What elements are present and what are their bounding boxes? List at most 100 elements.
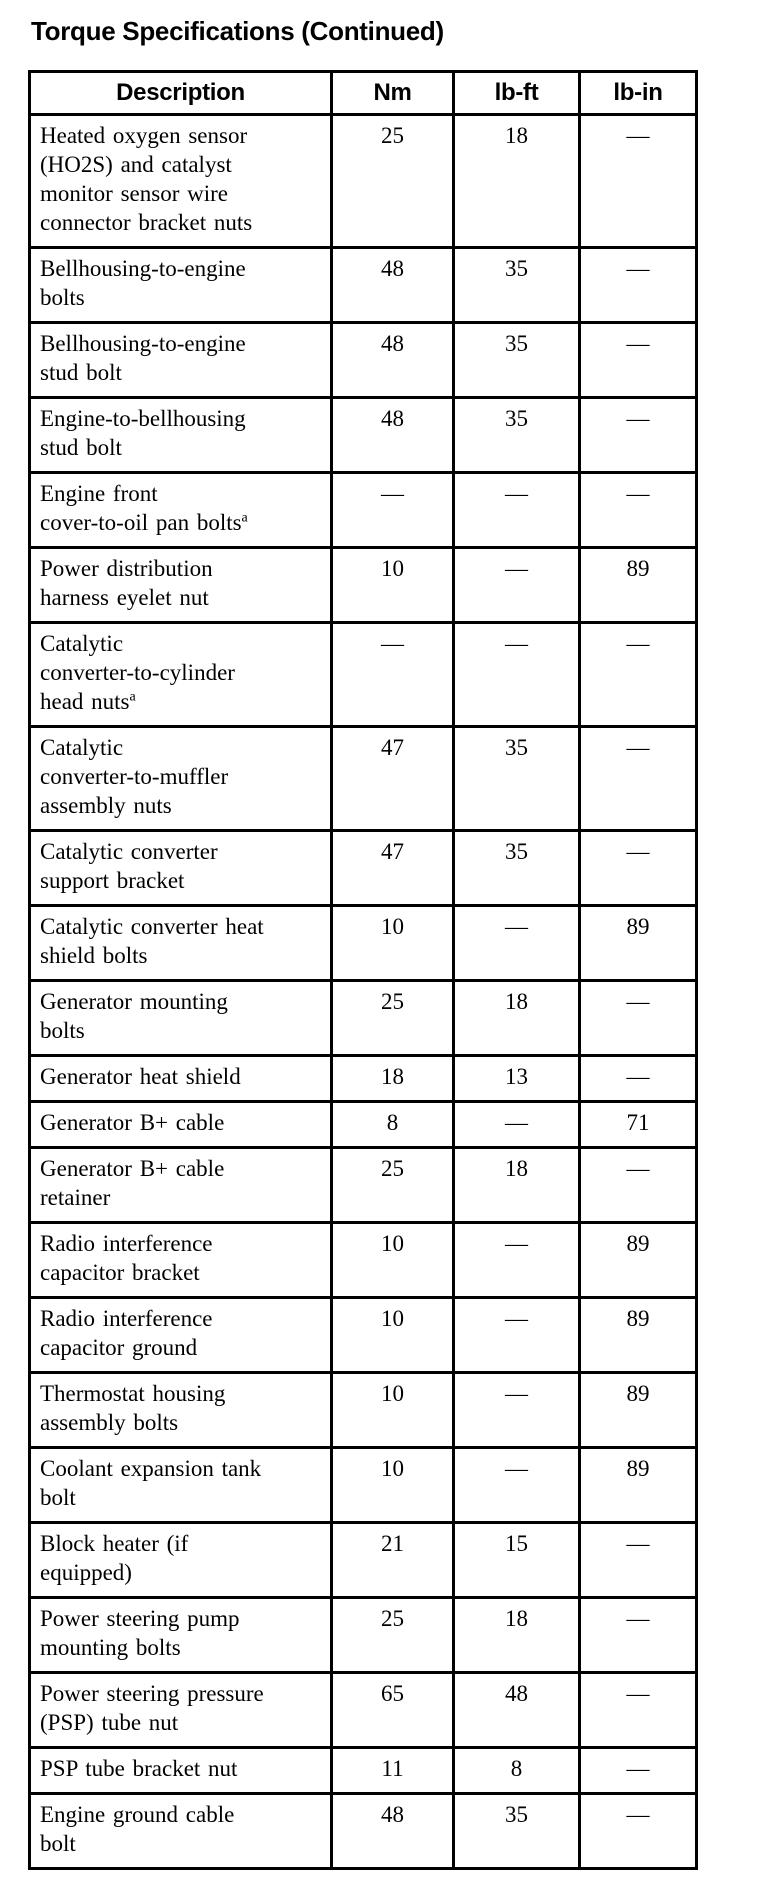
description-cell: Thermostat housing assembly bolts [28,1371,333,1449]
lb-in-value-cell: — [578,829,698,907]
lb-in-value-cell: — [578,396,698,474]
description-cell: Catalytic converter-to-muffler assembly … [28,725,333,832]
table-row: Power distribution harness eyelet nut 10—… [28,546,698,624]
lb-in-value-cell: 89 [578,546,698,624]
table-row: Generator B+ cable retainer 25 18— [28,1146,698,1224]
lb-ft-value-cell: 13 [452,1054,581,1103]
description-cell: Engine-to-bellhousing stud bolt [28,396,333,474]
page-title: Torque Specifications (Continued) [31,16,444,46]
nm-value-cell: 48 [330,246,455,324]
lb-in-value-cell: — [578,471,698,549]
description-cell: Bellhousing-to-engine stud bolt [28,321,333,399]
lb-ft-value-cell: 18 [452,979,581,1057]
lb-in-value-cell: — [578,1054,698,1103]
lb-ft-value-cell: 8 [452,1746,581,1795]
lb-ft-value-cell: 48 [452,1671,581,1749]
nm-value-cell: 8 [330,1100,455,1149]
nm-value-cell: 25 [330,979,455,1057]
lb-ft-value-cell: 18 [452,1146,581,1224]
col-header-lb-in: lb-in [578,70,698,116]
nm-value-cell: 48 [330,396,455,474]
lb-ft-value-cell: 35 [452,396,581,474]
footnote-marker: a [241,510,248,526]
table-row: Engine-to-bellhousing stud bolt 48 35— [28,396,698,474]
lb-ft-value-cell: 15 [452,1521,581,1599]
col-header-lb-ft: lb-ft [452,70,581,116]
description-cell: Block heater (if equipped) [28,1521,333,1599]
lb-in-value-cell: 89 [578,1446,698,1524]
lb-ft-value-cell: 35 [452,246,581,324]
lb-in-value-cell: — [578,246,698,324]
lb-in-value-cell: — [578,1146,698,1224]
table-body: Heated oxygen sensor (HO2S) and catalyst… [28,113,698,1870]
header-row: Description Nm lb-ft lb-in [28,70,698,116]
description-cell: Power distribution harness eyelet nut [28,546,333,624]
table-row: PSP tube bracket nut 11 8— [28,1746,698,1795]
lb-ft-value-cell: — [452,621,581,728]
lb-in-value-cell: — [578,1671,698,1749]
nm-value-cell: 47 [330,829,455,907]
nm-value-cell: 10 [330,1446,455,1524]
table-row: Power steering pressure (PSP) tube nut 65… [28,1671,698,1749]
description-cell: Heated oxygen sensor (HO2S) and catalyst… [28,113,333,249]
table-row: Generator heat shield 18 13— [28,1054,698,1103]
nm-value-cell: 10 [330,904,455,982]
lb-in-value-cell: — [578,1521,698,1599]
nm-value-cell: 11 [330,1746,455,1795]
lb-in-value-cell: — [578,621,698,728]
lb-in-value-cell: — [578,725,698,832]
nm-value-cell: 21 [330,1521,455,1599]
description-cell: Radio interference capacitor bracket [28,1221,333,1299]
description-cell: Bellhousing-to-engine bolts [28,246,333,324]
lb-ft-value-cell: — [452,1100,581,1149]
description-cell: Generator B+ cable retainer [28,1146,333,1224]
description-cell: Engine front cover-to-oil pan boltsa [28,471,333,549]
lb-ft-value-cell: 35 [452,321,581,399]
nm-value-cell: 25 [330,113,455,249]
lb-ft-value-cell: — [452,904,581,982]
lb-in-value-cell: 89 [578,1371,698,1449]
nm-value-cell: 10 [330,546,455,624]
table-row: Bellhousing-to-engine bolts 48 35— [28,246,698,324]
footnote-marker: a [129,689,136,705]
table-row: Thermostat housing assembly bolts 10—89 [28,1371,698,1449]
lb-ft-value-cell: 35 [452,1792,581,1870]
nm-value-cell: — [330,471,455,549]
nm-value-cell: 18 [330,1054,455,1103]
nm-value-cell: 25 [330,1146,455,1224]
lb-ft-value-cell: — [452,1371,581,1449]
table-row: Power steering pump mounting bolts 25 18— [28,1596,698,1674]
description-cell: Radio interference capacitor ground [28,1296,333,1374]
description-cell: Generator B+ cable [28,1100,333,1149]
nm-value-cell: 48 [330,1792,455,1870]
table-row: Catalytic converter-to-muffler assembly … [28,725,698,832]
lb-in-value-cell: 71 [578,1100,698,1149]
description-cell: Generator heat shield [28,1054,333,1103]
lb-in-value-cell: — [578,321,698,399]
description-cell: Generator mounting bolts [28,979,333,1057]
description-cell: Catalytic converter support bracket [28,829,333,907]
lb-ft-value-cell: — [452,471,581,549]
description-cell: Power steering pressure (PSP) tube nut [28,1671,333,1749]
table-row: Radio interference capacitor ground 10—89 [28,1296,698,1374]
lb-ft-value-cell: — [452,1446,581,1524]
table-row: Generator mounting bolts 25 18— [28,979,698,1057]
torque-specs-table: Description Nm lb-ft lb-in Heated oxygen… [28,70,698,1870]
table-row: Engine ground cable bolt 48 35— [28,1792,698,1870]
table-row: Catalytic converter heat shield bolts 10—… [28,904,698,982]
lb-in-value-cell: 89 [578,1296,698,1374]
nm-value-cell: 48 [330,321,455,399]
table-row: Catalytic converter support bracket 47 35— [28,829,698,907]
table-row: Catalytic converter-to-cylinder head nut… [28,621,698,728]
description-cell: PSP tube bracket nut [28,1746,333,1795]
lb-ft-value-cell: 35 [452,829,581,907]
description-cell: Engine ground cable bolt [28,1792,333,1870]
nm-value-cell: 65 [330,1671,455,1749]
table-row: Generator B+ cable 8—71 [28,1100,698,1149]
description-cell: Coolant expansion tank bolt [28,1446,333,1524]
lb-in-value-cell: — [578,113,698,249]
lb-ft-value-cell: — [452,546,581,624]
description-cell: Catalytic converter heat shield bolts [28,904,333,982]
table-row: Bellhousing-to-engine stud bolt 48 35— [28,321,698,399]
